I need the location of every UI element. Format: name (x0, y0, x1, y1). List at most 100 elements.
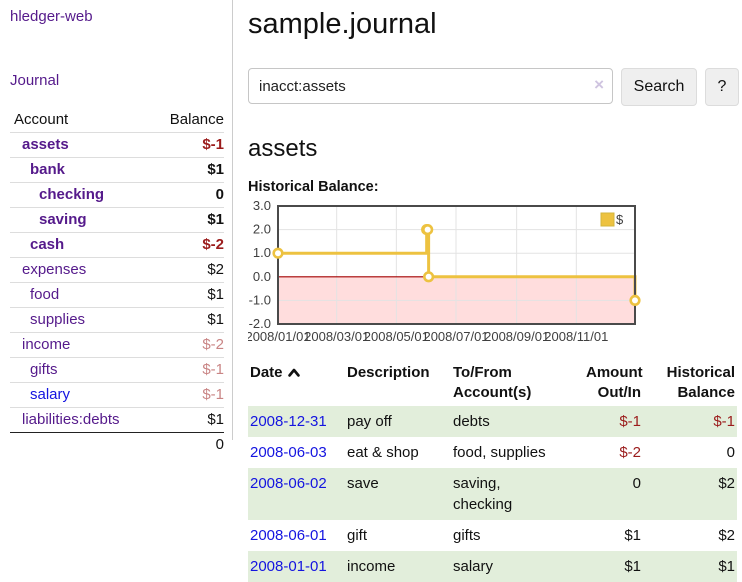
sidebar-account-link[interactable]: salary (30, 386, 71, 403)
register-column-header-date[interactable]: Date (248, 362, 345, 406)
balance-column-header: Balance (169, 111, 224, 128)
svg-text:2008/05/01: 2008/05/01 (364, 329, 429, 344)
svg-text:-2.0: -2.0 (249, 316, 271, 331)
transaction-accounts: gifts (453, 527, 481, 544)
transaction-amount: $1 (624, 527, 641, 544)
transaction-accounts: salary (453, 558, 494, 575)
transaction-accounts: food, supplies (453, 444, 546, 461)
journal-link[interactable]: Journal (10, 72, 60, 89)
account-balance: $2 (149, 257, 224, 283)
page-title: sample.journal (248, 8, 437, 40)
account-row: liabilities:debts $1 (10, 407, 224, 433)
account-row: checking 0 (10, 182, 224, 208)
chart-legend: $ (600, 212, 624, 227)
transaction-row: 2008-06-01 gift gifts $1 $2 (248, 520, 737, 551)
transaction-balance: 0 (726, 444, 735, 461)
sort-ascending-icon (287, 368, 300, 377)
search-button[interactable]: Search (621, 68, 697, 106)
transaction-amount: $1 (624, 558, 641, 575)
transaction-row: 2008-06-03 eat & shop food, supplies $-2 0 (248, 437, 737, 468)
register-table: Date Description To/From Account(s) Amount Ou… (248, 362, 737, 582)
transaction-balance: $2 (718, 475, 735, 492)
account-heading: assets (248, 135, 318, 162)
column-label: Out/In (597, 384, 641, 401)
column-label: Balance (677, 384, 735, 401)
column-label: Date (250, 364, 283, 381)
account-balance: $-1 (149, 382, 224, 408)
svg-text:2.0: 2.0 (253, 222, 271, 237)
accounts-table: Account Balance assets $-1 bank $1 checking 0… (10, 108, 224, 457)
transaction-date-link[interactable]: 2008-06-03 (250, 444, 327, 461)
main-content: sample.journal × Search ? assets Histori… (245, 0, 740, 582)
account-balance: $1 (149, 407, 224, 433)
account-balance: $-1 (149, 357, 224, 383)
transaction-description: income (347, 558, 396, 575)
account-row: cash $-2 (10, 232, 224, 258)
account-row: income $-2 (10, 332, 224, 358)
historical-balance-plot: 3.0 2.0 1.0 0.0 -1.0 -2.02008/01/012008/03/01… (245, 198, 641, 344)
transaction-balance: $2 (718, 527, 735, 544)
account-balance: $-2 (149, 332, 224, 358)
account-row: supplies $1 (10, 307, 224, 333)
transaction-date-link[interactable]: 2008-12-31 (250, 413, 327, 430)
svg-text:-1.0: -1.0 (249, 292, 271, 307)
accounts-column-header: Account (14, 111, 69, 128)
sidebar: hledger-web Journal Account Balance asse… (0, 0, 233, 457)
svg-text:0.0: 0.0 (253, 269, 271, 284)
transaction-amount: $-1 (619, 413, 641, 430)
register-column-header-accounts: To/From Account(s) (451, 362, 584, 406)
sidebar-account-link[interactable]: supplies (30, 311, 86, 328)
svg-text:3.0: 3.0 (253, 200, 271, 213)
chart-title: Historical Balance: (248, 179, 379, 195)
column-label: Amount (586, 364, 643, 381)
transaction-row: 2008-12-31 pay off debts $-1 $-1 (248, 406, 737, 437)
svg-text:2008/03/01: 2008/03/01 (304, 329, 369, 344)
sidebar-account-link[interactable]: assets (22, 136, 69, 153)
account-balance: $1 (149, 282, 224, 308)
transaction-date-link[interactable]: 2008-01-01 (250, 558, 327, 575)
transaction-accounts: debts (453, 413, 490, 430)
account-row: food $1 (10, 282, 224, 308)
legend-label: $ (616, 212, 624, 227)
svg-text:2008/11/01: 2008/11/01 (544, 329, 608, 344)
account-balance: $1 (149, 307, 224, 333)
transaction-date-link[interactable]: 2008-06-02 (250, 475, 327, 492)
register-column-header-amount: Amount Out/In (584, 362, 643, 406)
sidebar-account-link[interactable]: gifts (30, 361, 58, 378)
transaction-date-link[interactable]: 2008-06-01 (250, 527, 327, 544)
sidebar-account-link[interactable]: cash (30, 236, 65, 253)
column-label: Historical (666, 364, 735, 381)
sidebar-account-link[interactable]: expenses (22, 261, 87, 278)
account-row: bank $1 (10, 157, 224, 183)
account-row: salary $-1 (10, 382, 224, 408)
svg-text:2008/01/01: 2008/01/01 (248, 329, 311, 344)
column-label: To/From (453, 364, 512, 381)
column-label: Description (347, 364, 430, 381)
account-balance: $-2 (149, 232, 224, 258)
app-title-link[interactable]: hledger-web (10, 8, 93, 25)
search-bar: × Search ? (248, 68, 740, 106)
account-row: gifts $-1 (10, 357, 224, 383)
sidebar-account-link[interactable]: bank (30, 161, 66, 178)
sidebar-account-link[interactable]: liabilities:debts (22, 411, 120, 428)
sidebar-account-link[interactable]: saving (39, 211, 87, 228)
sidebar-account-link[interactable]: food (30, 286, 60, 303)
transaction-description: eat & shop (347, 444, 419, 461)
search-input[interactable] (248, 68, 613, 104)
account-balance: $-1 (149, 132, 224, 158)
transaction-row: 2008-01-01 income salary $1 $1 (248, 551, 737, 582)
column-label: Account(s) (453, 384, 532, 401)
help-button[interactable]: ? (705, 68, 739, 106)
transaction-balance: $-1 (713, 413, 735, 430)
svg-text:2008/09/01: 2008/09/01 (484, 329, 549, 344)
sidebar-account-link[interactable]: income (22, 336, 71, 353)
accounts-table-body: assets $-1 bank $1 checking 0 saving $1 cash $-2 e… (10, 132, 224, 433)
transaction-amount: $-2 (619, 444, 641, 461)
account-balance: $1 (149, 207, 224, 233)
register-header-row: Date Description To/From Account(s) Amount Ou… (248, 362, 737, 406)
sidebar-account-link[interactable]: checking (39, 186, 105, 203)
clear-search-icon[interactable]: × (594, 75, 604, 94)
account-balance: $1 (149, 157, 224, 183)
transaction-balance: $1 (718, 558, 735, 575)
legend-swatch (600, 212, 615, 227)
